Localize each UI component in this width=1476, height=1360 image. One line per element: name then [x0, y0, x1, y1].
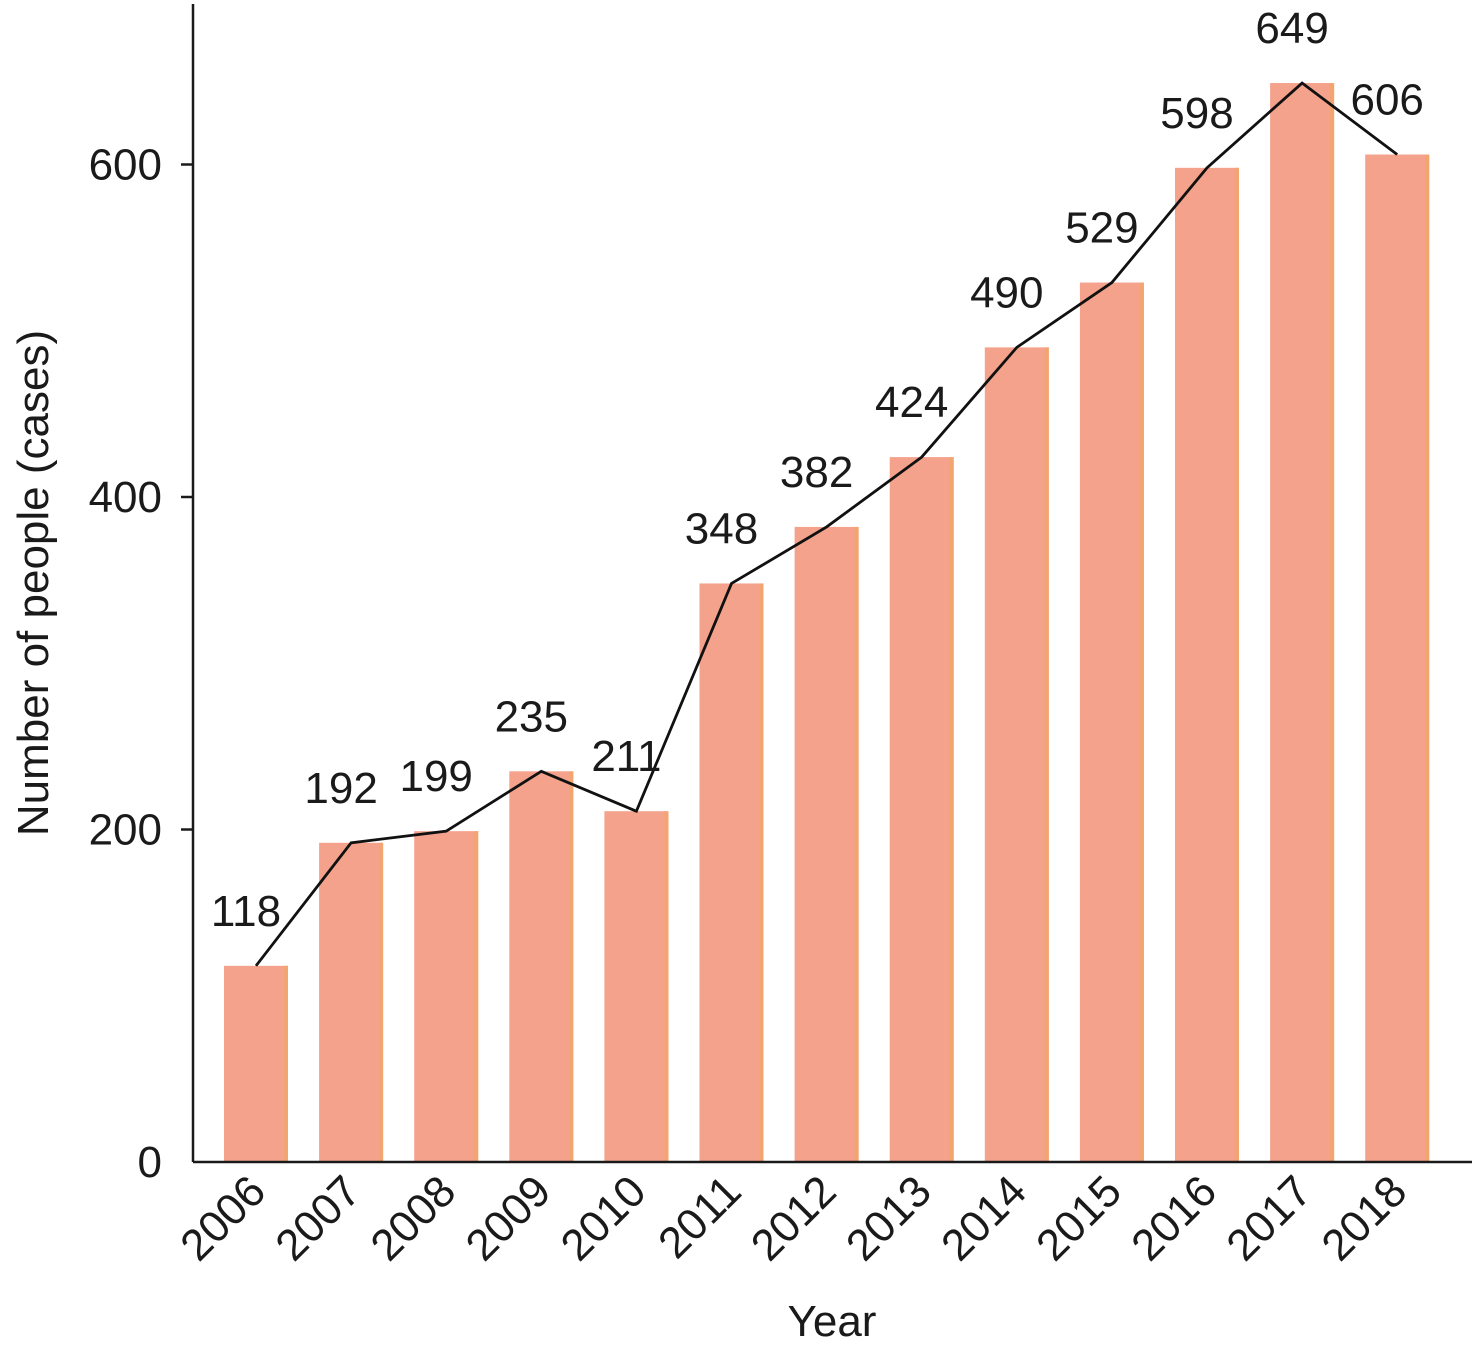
y-tick-label: 0	[138, 1138, 162, 1187]
data-label: 382	[780, 448, 853, 497]
y-tick-label: 200	[89, 806, 162, 855]
data-label: 192	[304, 764, 377, 813]
bars-layer	[224, 83, 1430, 1163]
bar	[794, 526, 859, 1162]
bar	[319, 842, 384, 1162]
bar-edge	[759, 583, 764, 1162]
x-tick-label: 2006	[171, 1166, 275, 1270]
data-label: 598	[1160, 89, 1233, 138]
bar-edge	[379, 842, 384, 1162]
y-ticks-layer: 0 200 400 600	[89, 141, 193, 1187]
bar-edge	[664, 811, 669, 1162]
data-label: 424	[875, 378, 948, 427]
bar	[889, 457, 954, 1163]
bar-group	[604, 811, 669, 1162]
bar	[414, 831, 479, 1162]
bar-group	[984, 347, 1049, 1162]
x-tick-label: 2007	[266, 1166, 370, 1270]
bar-group	[224, 965, 288, 1162]
bar-edge	[1330, 83, 1335, 1163]
x-tick-label: 2008	[361, 1166, 465, 1270]
x-tick-label: 2012	[742, 1166, 846, 1270]
x-tick-label: 2015	[1027, 1166, 1131, 1270]
data-label: 235	[495, 692, 568, 741]
data-label: 490	[970, 268, 1043, 317]
y-axis-title: Number of people (cases)	[9, 330, 58, 836]
bar-edge	[949, 457, 954, 1163]
bar-group	[509, 771, 574, 1162]
bar-edge	[569, 771, 574, 1162]
x-tick-label: 2013	[837, 1166, 941, 1270]
data-label: 199	[399, 752, 472, 801]
bar-group	[699, 583, 764, 1162]
bar-group	[414, 831, 479, 1162]
bar	[604, 811, 669, 1162]
bar-edge	[854, 526, 859, 1162]
data-label: 606	[1350, 76, 1423, 125]
data-labels-layer: 118 192 199 235 211 348 382 424 490 529 598 649 606	[211, 4, 1424, 936]
trend-line	[254, 81, 1399, 967]
bar	[509, 771, 574, 1162]
data-label: 348	[685, 504, 758, 553]
bar-edge	[1044, 347, 1049, 1162]
bar-edge	[1425, 154, 1430, 1162]
bar	[1270, 83, 1335, 1163]
bar-edge	[474, 831, 479, 1162]
x-tick-label: 2016	[1122, 1166, 1226, 1270]
x-tick-label: 2017	[1217, 1166, 1321, 1270]
data-label: 211	[591, 732, 661, 781]
bar-edge	[1139, 282, 1144, 1163]
data-label: 649	[1255, 4, 1328, 53]
bar	[1175, 167, 1239, 1162]
bar-edge	[1235, 167, 1239, 1162]
data-label: 118	[211, 887, 281, 936]
x-axis-title: Year	[788, 1297, 877, 1346]
trend-line-layer	[254, 81, 1399, 967]
bar	[699, 583, 764, 1162]
bar	[224, 965, 288, 1162]
bar-group	[319, 842, 384, 1162]
bar	[1079, 282, 1144, 1163]
y-tick-label: 400	[89, 473, 162, 522]
bar-group	[889, 457, 954, 1163]
data-label: 529	[1065, 204, 1138, 253]
x-tick-label: 2011	[649, 1166, 751, 1268]
bar	[1365, 154, 1430, 1162]
bar-group	[1175, 167, 1239, 1162]
bar-group	[1270, 83, 1335, 1163]
y-tick-label: 600	[89, 141, 162, 190]
x-tick-label: 2009	[457, 1166, 561, 1270]
axes-layer	[191, 4, 1472, 1164]
x-tick-label: 2014	[932, 1166, 1036, 1270]
bar	[984, 347, 1049, 1162]
x-tick-label: 2018	[1312, 1166, 1416, 1270]
bar-group	[1365, 154, 1430, 1162]
bar-edge	[284, 965, 288, 1162]
x-tick-label: 2010	[552, 1166, 656, 1270]
x-ticks-layer: 2006200720082009201020112012201320142015…	[171, 1166, 1416, 1270]
bar-group	[794, 526, 859, 1162]
bar-group	[1079, 282, 1144, 1163]
